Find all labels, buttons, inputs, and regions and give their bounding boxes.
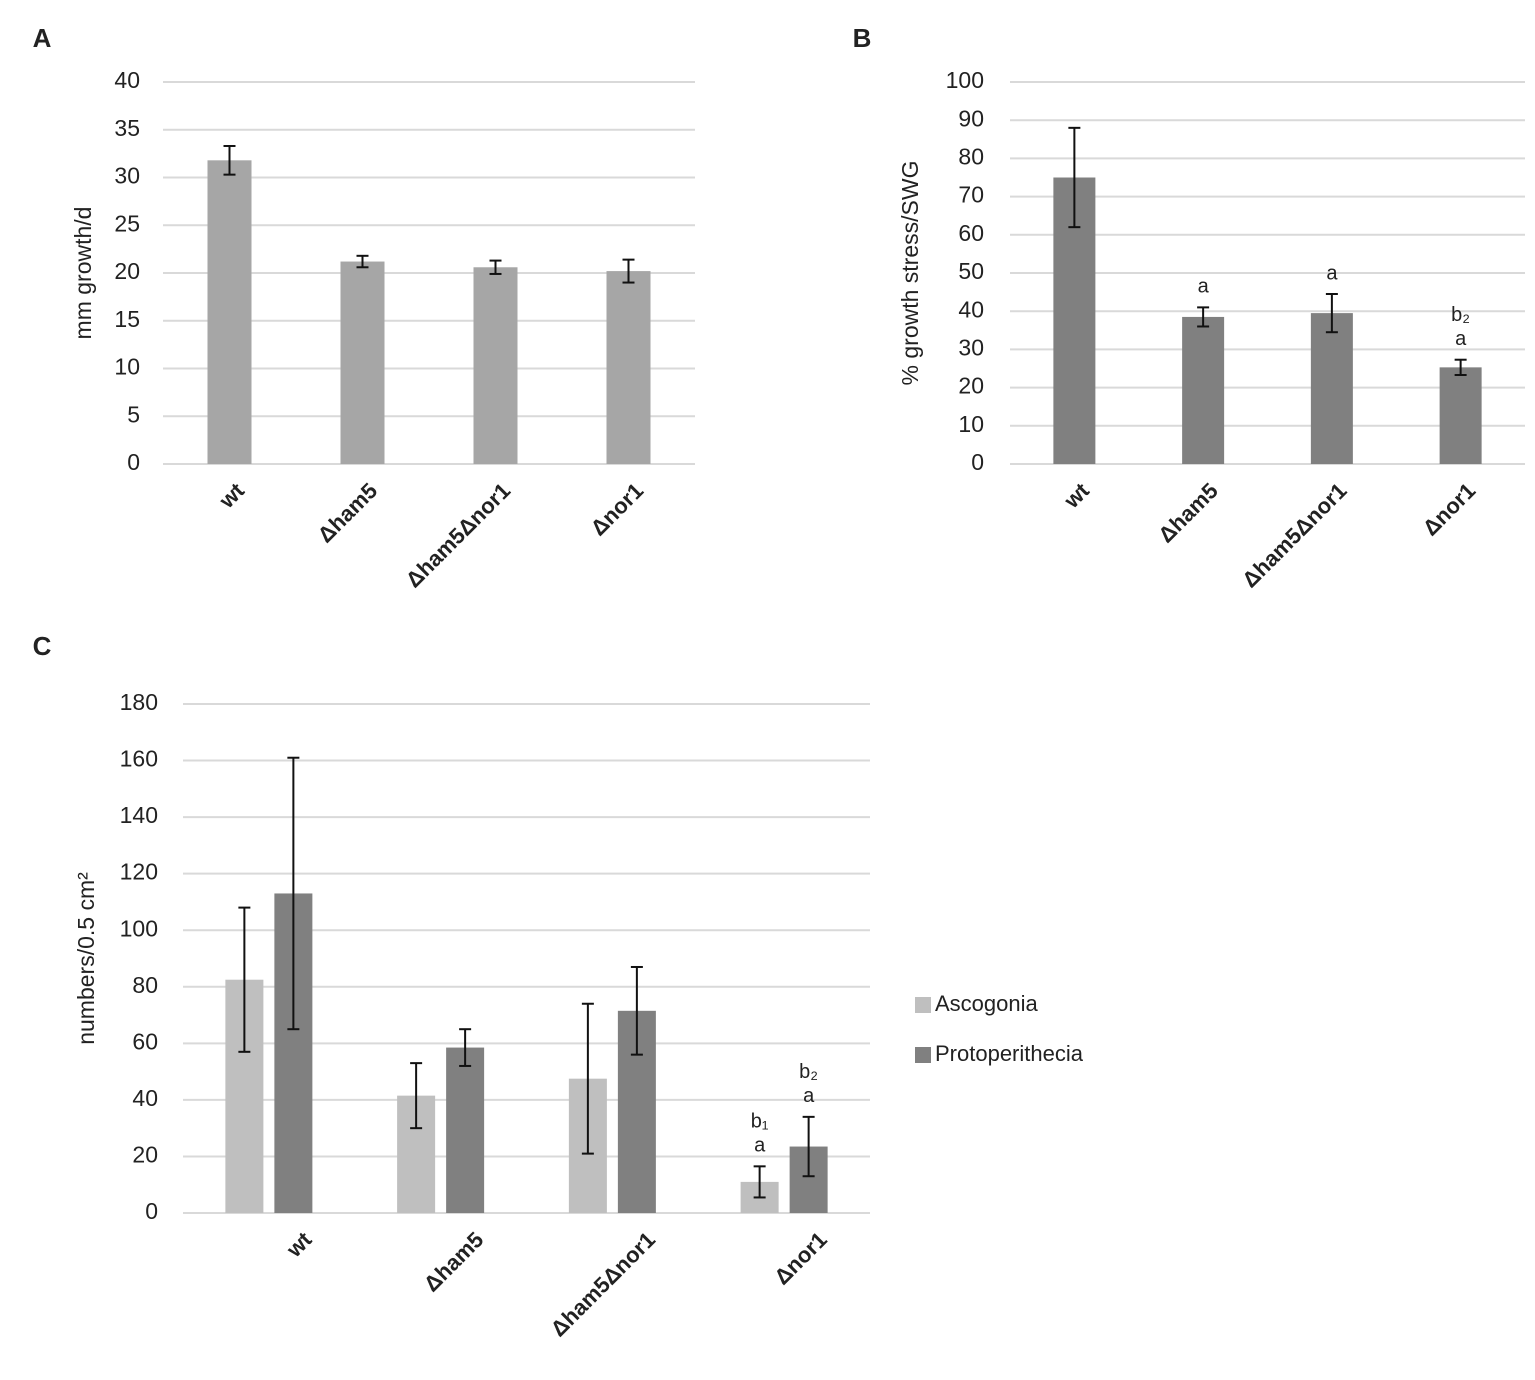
y-tick-label: 20 [114, 258, 140, 284]
y-tick-label: 20 [132, 1142, 158, 1168]
error-bar [581, 1002, 594, 1155]
y-tick-label: 90 [958, 105, 984, 131]
error-bar [1068, 126, 1081, 229]
y-tick-label: 10 [114, 354, 140, 380]
error-bar [410, 1062, 423, 1130]
legend-label: Protoperithecia [935, 1041, 1084, 1066]
x-tick-label: Δham5 [1153, 478, 1223, 548]
annotation: a [1198, 276, 1210, 298]
x-tick-label: Δham5 [313, 478, 383, 548]
error-bar [802, 1115, 815, 1178]
x-tick-label: wt [1058, 478, 1094, 514]
x-tick-label: wt [213, 478, 249, 514]
error-bar [1197, 306, 1210, 328]
error-bar [356, 254, 369, 269]
error-bar [1325, 293, 1338, 334]
error-bar [223, 144, 236, 176]
annotation: b₂ [1451, 304, 1470, 326]
bar [473, 267, 518, 464]
error-bar [238, 906, 251, 1053]
error-bar [622, 258, 635, 284]
y-tick-label: 5 [127, 401, 140, 427]
x-tick-label: Δham5Δnor1 [546, 1227, 660, 1341]
y-tick-label: 20 [958, 373, 984, 399]
y-tick-label: 0 [127, 449, 140, 475]
error-bar [753, 1165, 766, 1199]
y-tick-label: 120 [120, 859, 158, 885]
bar [340, 261, 385, 464]
y-axis-label: % growth stress/SWG [897, 161, 923, 386]
error-bar [287, 756, 300, 1031]
y-axis-label: numbers/0.5 cm² [73, 872, 99, 1045]
x-tick-label: wt [281, 1227, 317, 1263]
y-tick-label: 35 [114, 115, 140, 141]
y-tick-label: 140 [120, 802, 158, 828]
panel-label: A [33, 23, 52, 53]
x-tick-label: Δham5Δnor1 [401, 478, 515, 592]
x-tick-label: Δnor1 [586, 478, 649, 541]
y-tick-label: 80 [132, 972, 158, 998]
y-tick-label: 80 [958, 143, 984, 169]
annotation: a [1326, 262, 1338, 284]
bar [1439, 367, 1482, 464]
y-tick-label: 40 [132, 1085, 158, 1111]
y-tick-label: 30 [958, 334, 984, 360]
y-tick-label: 15 [114, 306, 140, 332]
y-tick-label: 50 [958, 258, 984, 284]
y-tick-label: 25 [114, 210, 140, 236]
error-bar [630, 965, 643, 1056]
y-tick-label: 60 [132, 1028, 158, 1054]
y-tick-label: 40 [958, 296, 984, 322]
error-bar [1454, 358, 1467, 376]
panel-label: C [33, 631, 52, 661]
y-tick-label: 0 [145, 1198, 158, 1224]
annotation: b₁ [751, 1111, 769, 1133]
error-bar [489, 259, 502, 275]
bar [1182, 316, 1225, 464]
x-tick-label: Δham5Δnor1 [1237, 478, 1351, 592]
annotation: a [1455, 328, 1467, 350]
annotation: a [754, 1135, 766, 1157]
y-tick-label: 40 [114, 67, 140, 93]
x-tick-label: Δham5 [419, 1227, 489, 1297]
legend-label: Ascogonia [935, 991, 1039, 1016]
error-bar [459, 1028, 472, 1067]
bar [207, 160, 252, 464]
bar [606, 271, 651, 464]
y-tick-label: 100 [946, 67, 984, 93]
legend-swatch [915, 997, 931, 1013]
annotation: b₂ [799, 1061, 818, 1083]
y-tick-label: 30 [114, 163, 140, 189]
annotation: a [803, 1085, 815, 1107]
y-tick-label: 0 [971, 449, 984, 475]
bar [446, 1047, 485, 1213]
x-tick-label: Δnor1 [1418, 478, 1481, 541]
y-tick-label: 10 [958, 411, 984, 437]
x-tick-label: Δnor1 [769, 1227, 832, 1290]
legend-swatch [915, 1047, 931, 1063]
y-tick-label: 60 [958, 220, 984, 246]
y-tick-label: 70 [958, 182, 984, 208]
y-tick-label: 100 [120, 915, 158, 941]
y-axis-label: mm growth/d [70, 207, 96, 340]
panel-label: B [853, 23, 872, 53]
y-tick-label: 160 [120, 746, 158, 772]
bar [1310, 313, 1353, 464]
y-tick-label: 180 [120, 689, 158, 715]
